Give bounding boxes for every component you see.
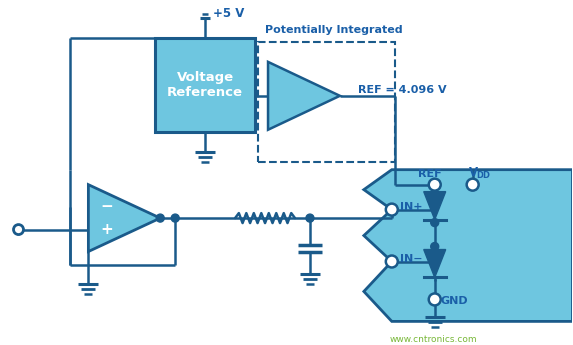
Circle shape [386, 256, 398, 267]
Text: DD: DD [477, 171, 490, 180]
Text: IN−: IN− [400, 254, 422, 264]
Polygon shape [424, 249, 446, 277]
Text: www.cntronics.com: www.cntronics.com [390, 335, 477, 344]
Polygon shape [268, 62, 340, 130]
Text: REF = 4.096 V: REF = 4.096 V [358, 85, 446, 95]
Circle shape [466, 179, 478, 191]
Circle shape [14, 225, 23, 235]
Circle shape [431, 219, 439, 227]
Text: Buffer: Buffer [343, 72, 383, 82]
Text: +5 V: +5 V [213, 8, 245, 20]
Polygon shape [424, 191, 446, 219]
Bar [258, 42, 395, 162]
Polygon shape [88, 185, 160, 252]
Circle shape [431, 243, 439, 250]
Text: GND: GND [441, 296, 468, 306]
Bar [155, 38, 255, 132]
Text: REF: REF [418, 169, 442, 179]
Circle shape [171, 214, 179, 222]
Text: Voltage
Reference: Voltage Reference [167, 71, 243, 99]
Text: Potentially Integrated: Potentially Integrated [265, 25, 403, 35]
Text: −: − [100, 199, 113, 214]
Circle shape [156, 214, 164, 222]
Text: IN+: IN+ [400, 201, 422, 211]
Polygon shape [364, 170, 572, 322]
Circle shape [386, 204, 398, 216]
Circle shape [429, 294, 441, 305]
Text: V: V [469, 166, 478, 179]
Circle shape [306, 214, 314, 222]
Circle shape [429, 179, 441, 191]
Text: +: + [100, 222, 113, 237]
